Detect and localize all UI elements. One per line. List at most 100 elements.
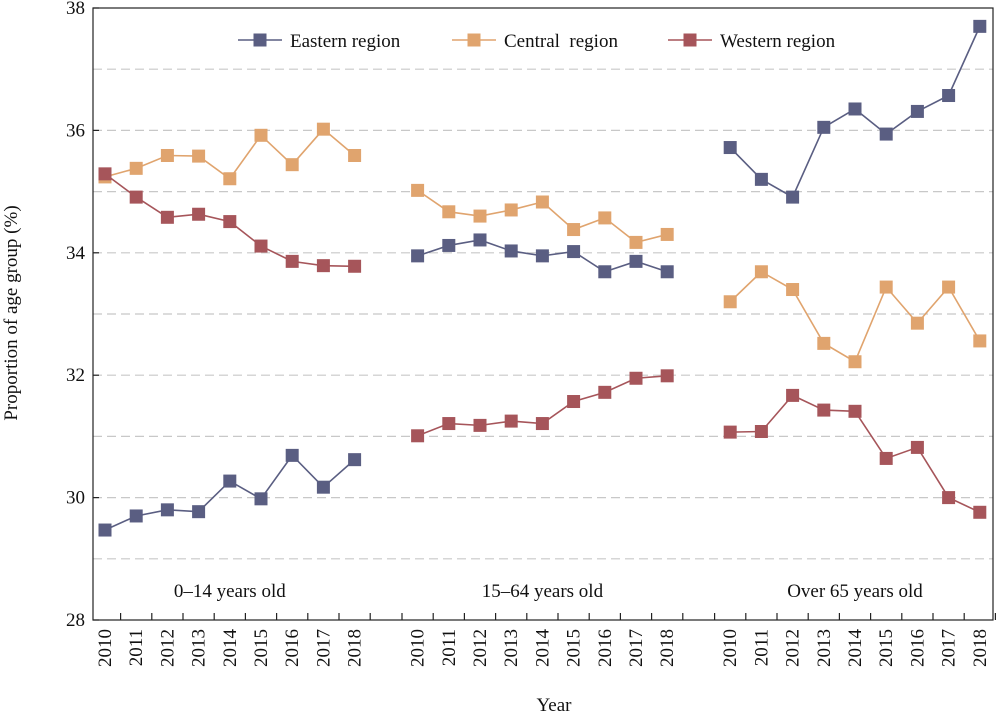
x-tick-label: 2017 — [939, 629, 960, 667]
data-point — [942, 89, 956, 103]
data-point — [535, 195, 549, 209]
data-point — [723, 425, 737, 439]
x-tick-label: 2017 — [313, 629, 334, 667]
data-point — [879, 280, 893, 294]
data-point — [473, 418, 487, 432]
y-tick-label: 32 — [66, 365, 85, 386]
data-point — [754, 172, 768, 186]
data-point — [817, 336, 831, 350]
data-point — [160, 148, 174, 162]
x-tick-label: 2018 — [970, 629, 991, 667]
series-layer — [98, 19, 987, 537]
legend-item: Western region — [668, 31, 836, 52]
data-point — [473, 209, 487, 223]
data-point — [973, 19, 987, 33]
series-2 — [98, 167, 987, 519]
data-point — [192, 505, 206, 519]
data-point — [910, 440, 924, 454]
data-point — [285, 254, 299, 268]
data-point — [129, 509, 143, 523]
x-tick-label: 2016 — [907, 629, 928, 667]
data-point — [817, 120, 831, 134]
x-tick-label: 2013 — [814, 629, 835, 667]
data-point — [535, 417, 549, 431]
data-point — [411, 429, 425, 443]
x-tick-label: 2010 — [95, 629, 116, 667]
data-point — [629, 371, 643, 385]
data-point — [192, 149, 206, 163]
legend-marker — [683, 33, 697, 47]
data-point — [848, 404, 862, 418]
data-point — [98, 167, 112, 181]
data-point — [598, 211, 612, 225]
group-labels: 0–14 years old 15–64 years old Over 65 yea… — [174, 581, 923, 602]
data-point — [129, 190, 143, 204]
x-tick-label: 2014 — [532, 629, 553, 668]
data-point — [129, 161, 143, 175]
x-tick-label: 2015 — [876, 629, 897, 667]
data-point — [629, 235, 643, 249]
y-tick-label: 38 — [66, 0, 85, 19]
data-point — [442, 417, 456, 431]
x-axis: 2010 2011 2012 2013 2014 2015 2016 2017 2018 2010… — [95, 613, 997, 668]
data-point — [567, 395, 581, 409]
data-point — [567, 245, 581, 259]
x-tick-label: 2013 — [501, 629, 522, 667]
data-point — [660, 369, 674, 383]
data-point — [660, 227, 674, 241]
y-tick-label: 30 — [66, 488, 85, 509]
series-1 — [98, 122, 987, 369]
data-point — [98, 523, 112, 537]
data-point — [629, 254, 643, 268]
data-point — [535, 249, 549, 263]
x-tick-label: 2012 — [157, 629, 178, 667]
data-point — [254, 239, 268, 253]
data-point — [254, 492, 268, 506]
y-tick-label: 28 — [66, 610, 85, 631]
data-point — [942, 491, 956, 505]
data-point — [973, 505, 987, 519]
data-point — [754, 425, 768, 439]
legend-marker — [467, 33, 481, 47]
x-tick-label: 2014 — [220, 629, 241, 668]
x-axis-title: Year — [536, 695, 572, 715]
data-point — [348, 259, 362, 273]
legend-label: Central region — [504, 31, 618, 52]
x-tick-label: 2011 — [126, 629, 147, 666]
data-point — [910, 316, 924, 330]
data-point — [598, 385, 612, 399]
data-point — [942, 280, 956, 294]
data-point — [348, 148, 362, 162]
data-point — [660, 265, 674, 279]
legend-item: Central region — [452, 31, 618, 52]
grid-lines — [93, 68, 993, 560]
legend-item: Eastern region — [238, 31, 401, 52]
x-tick-label: 2012 — [470, 629, 491, 667]
x-tick-label: 2018 — [657, 629, 678, 667]
series-0 — [98, 19, 987, 537]
x-tick-label: 2010 — [408, 629, 429, 667]
data-point — [879, 127, 893, 141]
data-point — [786, 283, 800, 297]
data-point — [598, 265, 612, 279]
x-tick-label: 2018 — [345, 629, 366, 667]
x-tick-label: 2015 — [251, 629, 272, 667]
data-point — [316, 259, 330, 273]
data-point — [504, 203, 518, 217]
data-point — [848, 102, 862, 116]
data-point — [723, 141, 737, 155]
group-label: Over 65 years old — [787, 581, 923, 602]
data-point — [973, 334, 987, 348]
data-point — [504, 244, 518, 258]
data-point — [754, 265, 768, 279]
data-point — [504, 414, 518, 428]
group-label: 0–14 years old — [174, 581, 286, 602]
data-point — [442, 238, 456, 252]
group-label: 15–64 years old — [482, 581, 604, 602]
data-point — [160, 210, 174, 224]
data-point — [473, 233, 487, 247]
x-tick-label: 2011 — [751, 629, 772, 666]
data-point — [254, 128, 268, 142]
y-tick-label: 36 — [66, 120, 85, 141]
data-point — [411, 249, 425, 263]
